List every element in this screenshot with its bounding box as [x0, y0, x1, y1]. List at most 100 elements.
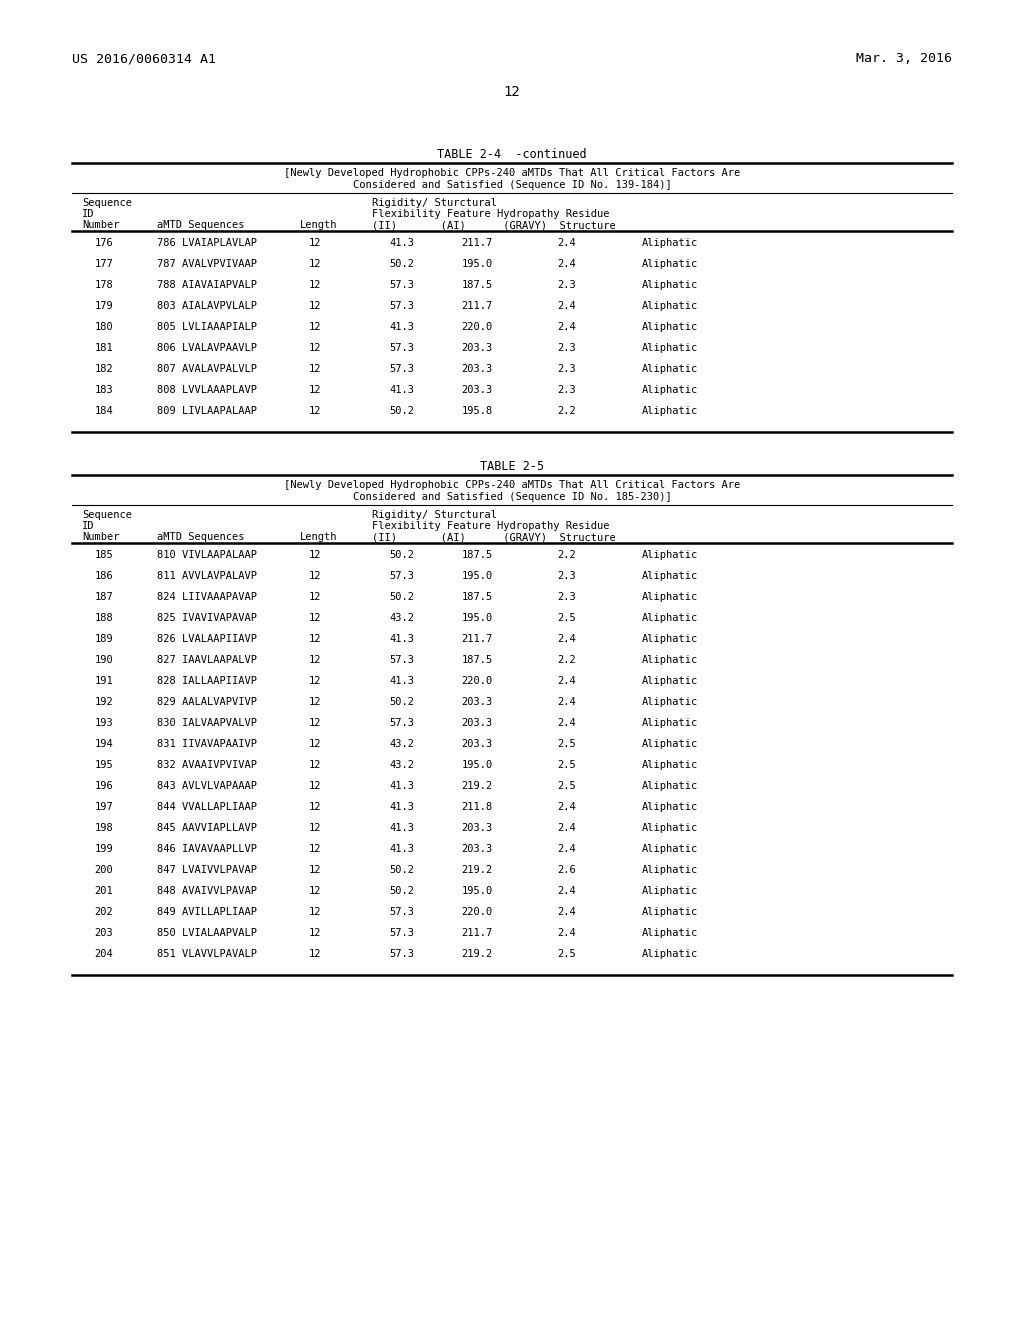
- Text: 187.5: 187.5: [462, 550, 493, 560]
- Text: Aliphatic: Aliphatic: [642, 238, 698, 248]
- Text: 2.4: 2.4: [558, 301, 577, 312]
- Text: 2.4: 2.4: [558, 803, 577, 812]
- Text: ID: ID: [82, 521, 94, 531]
- Text: (II)       (AI)      (GRAVY)  Structure: (II) (AI) (GRAVY) Structure: [372, 532, 615, 543]
- Text: 195.0: 195.0: [462, 886, 493, 896]
- Text: 181: 181: [94, 343, 114, 352]
- Text: 2.3: 2.3: [558, 280, 577, 290]
- Text: 808 LVVLAAAPLAVP: 808 LVVLAAAPLAVP: [157, 385, 257, 395]
- Text: Aliphatic: Aliphatic: [642, 697, 698, 708]
- Text: Aliphatic: Aliphatic: [642, 655, 698, 665]
- Text: 203.3: 203.3: [462, 843, 493, 854]
- Text: 843 AVLVLVAPAAAP: 843 AVLVLVAPAAAP: [157, 781, 257, 791]
- Text: Aliphatic: Aliphatic: [642, 591, 698, 602]
- Text: 195.0: 195.0: [462, 760, 493, 770]
- Text: 185: 185: [94, 550, 114, 560]
- Text: 187.5: 187.5: [462, 655, 493, 665]
- Text: 41.3: 41.3: [389, 322, 415, 333]
- Text: Aliphatic: Aliphatic: [642, 572, 698, 581]
- Text: Sequence: Sequence: [82, 198, 132, 209]
- Text: 851 VLAVVLPAVALP: 851 VLAVVLPAVALP: [157, 949, 257, 960]
- Text: 203.3: 203.3: [462, 697, 493, 708]
- Text: Aliphatic: Aliphatic: [642, 364, 698, 374]
- Text: 12: 12: [504, 84, 520, 99]
- Text: 2.4: 2.4: [558, 843, 577, 854]
- Text: 2.3: 2.3: [558, 343, 577, 352]
- Text: 57.3: 57.3: [389, 343, 415, 352]
- Text: 2.4: 2.4: [558, 907, 577, 917]
- Text: 50.2: 50.2: [389, 865, 415, 875]
- Text: 12: 12: [309, 907, 322, 917]
- Text: 830 IALVAAPVALVP: 830 IALVAAPVALVP: [157, 718, 257, 729]
- Text: 2.4: 2.4: [558, 634, 577, 644]
- Text: 189: 189: [94, 634, 114, 644]
- Text: 50.2: 50.2: [389, 591, 415, 602]
- Text: Aliphatic: Aliphatic: [642, 865, 698, 875]
- Text: 220.0: 220.0: [462, 322, 493, 333]
- Text: 847 LVAIVVLPAVAP: 847 LVAIVVLPAVAP: [157, 865, 257, 875]
- Text: 811 AVVLAVPALAVP: 811 AVVLAVPALAVP: [157, 572, 257, 581]
- Text: 57.3: 57.3: [389, 280, 415, 290]
- Text: Aliphatic: Aliphatic: [642, 760, 698, 770]
- Text: 787 AVALVPVIVAAP: 787 AVALVPVIVAAP: [157, 259, 257, 269]
- Text: Aliphatic: Aliphatic: [642, 739, 698, 748]
- Text: Aliphatic: Aliphatic: [642, 781, 698, 791]
- Text: 803 AIALAVPVLALP: 803 AIALAVPVLALP: [157, 301, 257, 312]
- Text: 806 LVALAVPAAVLP: 806 LVALAVPAAVLP: [157, 343, 257, 352]
- Text: 41.3: 41.3: [389, 634, 415, 644]
- Text: 12: 12: [309, 843, 322, 854]
- Text: 12: 12: [309, 822, 322, 833]
- Text: 203.3: 203.3: [462, 364, 493, 374]
- Text: 43.2: 43.2: [389, 739, 415, 748]
- Text: 41.3: 41.3: [389, 803, 415, 812]
- Text: 2.4: 2.4: [558, 886, 577, 896]
- Text: 12: 12: [309, 676, 322, 686]
- Text: 12: 12: [309, 238, 322, 248]
- Text: Aliphatic: Aliphatic: [642, 886, 698, 896]
- Text: 12: 12: [309, 886, 322, 896]
- Text: Flexibility Feature Hydropathy Residue: Flexibility Feature Hydropathy Residue: [372, 209, 609, 219]
- Text: 179: 179: [94, 301, 114, 312]
- Text: 832 AVAAIVPVIVAP: 832 AVAAIVPVIVAP: [157, 760, 257, 770]
- Text: 850 LVIALAAPVALP: 850 LVIALAAPVALP: [157, 928, 257, 939]
- Text: 807 AVALAVPALVLP: 807 AVALAVPALVLP: [157, 364, 257, 374]
- Text: [Newly Developed Hydrophobic CPPs-240 aMTDs That All Critical Factors Are: [Newly Developed Hydrophobic CPPs-240 aM…: [284, 168, 740, 178]
- Text: Aliphatic: Aliphatic: [642, 928, 698, 939]
- Text: 195: 195: [94, 760, 114, 770]
- Text: 198: 198: [94, 822, 114, 833]
- Text: 2.3: 2.3: [558, 364, 577, 374]
- Text: 187.5: 187.5: [462, 280, 493, 290]
- Text: Sequence: Sequence: [82, 510, 132, 520]
- Text: 219.2: 219.2: [462, 949, 493, 960]
- Text: 187: 187: [94, 591, 114, 602]
- Text: 12: 12: [309, 407, 322, 416]
- Text: 825 IVAVIVAPAVAP: 825 IVAVIVAPAVAP: [157, 612, 257, 623]
- Text: aMTD Sequences: aMTD Sequences: [157, 220, 245, 230]
- Text: 846 IAVAVAAPLLVP: 846 IAVAVAAPLLVP: [157, 843, 257, 854]
- Text: Aliphatic: Aliphatic: [642, 385, 698, 395]
- Text: 12: 12: [309, 550, 322, 560]
- Text: 197: 197: [94, 803, 114, 812]
- Text: 2.5: 2.5: [558, 781, 577, 791]
- Text: 200: 200: [94, 865, 114, 875]
- Text: 190: 190: [94, 655, 114, 665]
- Text: aMTD Sequences: aMTD Sequences: [157, 532, 245, 543]
- Text: 211.7: 211.7: [462, 634, 493, 644]
- Text: 12: 12: [309, 364, 322, 374]
- Text: 12: 12: [309, 343, 322, 352]
- Text: Aliphatic: Aliphatic: [642, 550, 698, 560]
- Text: 12: 12: [309, 322, 322, 333]
- Text: 203.3: 203.3: [462, 385, 493, 395]
- Text: 57.3: 57.3: [389, 364, 415, 374]
- Text: 41.3: 41.3: [389, 676, 415, 686]
- Text: 12: 12: [309, 612, 322, 623]
- Text: 199: 199: [94, 843, 114, 854]
- Text: Aliphatic: Aliphatic: [642, 676, 698, 686]
- Text: 2.4: 2.4: [558, 822, 577, 833]
- Text: 203: 203: [94, 928, 114, 939]
- Text: 2.4: 2.4: [558, 676, 577, 686]
- Text: Length: Length: [300, 220, 338, 230]
- Text: 201: 201: [94, 886, 114, 896]
- Text: Aliphatic: Aliphatic: [642, 803, 698, 812]
- Text: TABLE 2-4  -continued: TABLE 2-4 -continued: [437, 148, 587, 161]
